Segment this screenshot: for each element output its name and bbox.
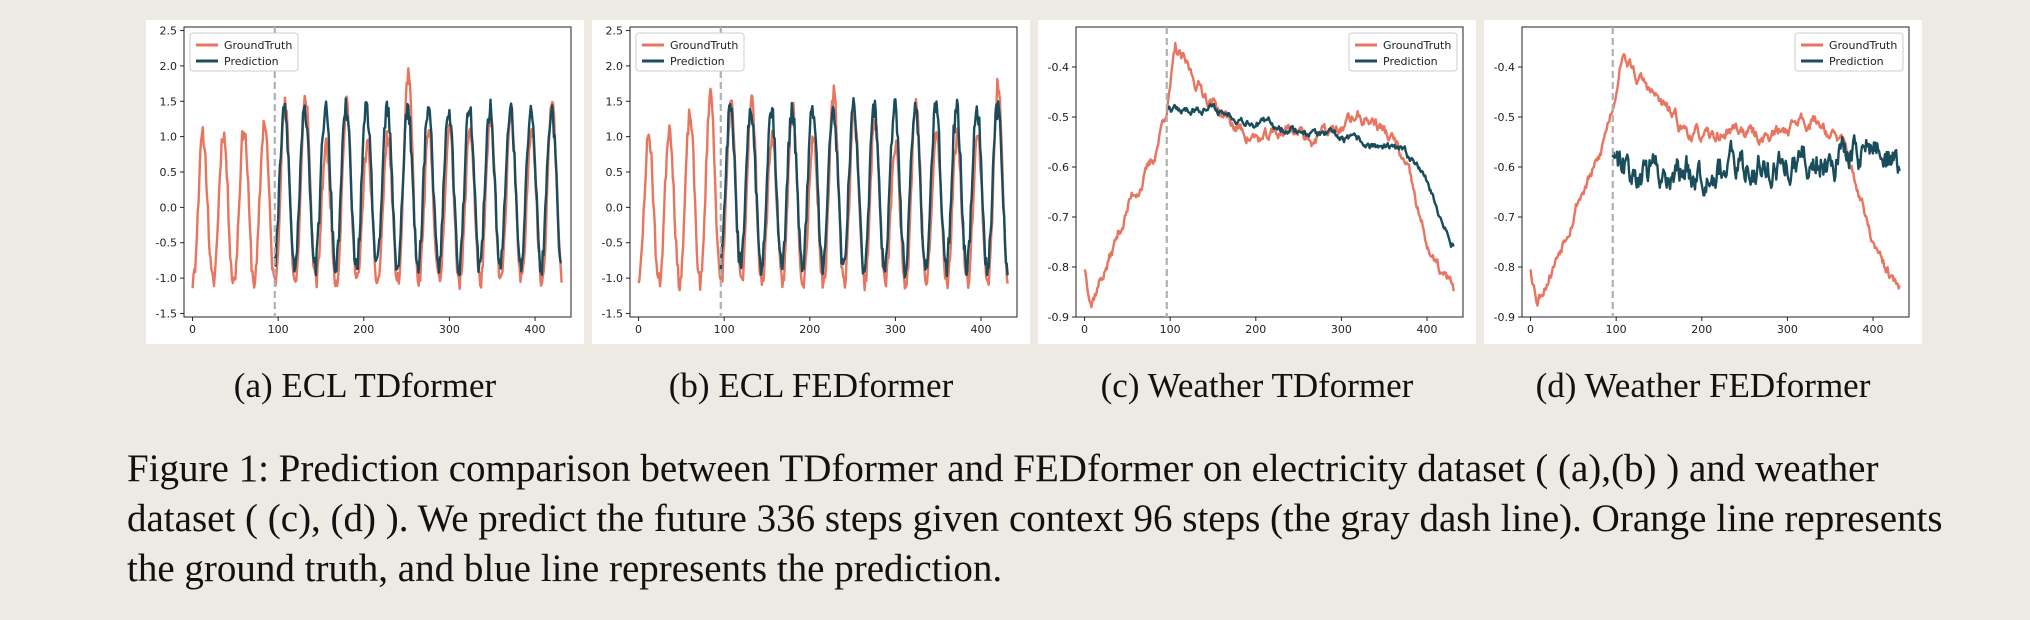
series-prediction — [719, 97, 1009, 279]
subcaption-a: (a) ECL TDformer — [233, 366, 497, 405]
y-tick-label: -1.0 — [156, 272, 177, 285]
x-tick-label: 0 — [635, 323, 642, 336]
chart-panel-c: 0 100 200 300 400 -0.9 -0.8 -0.7 -0.6 -0.5 -0.4 Gro… — [1038, 20, 1476, 344]
series-groundtruth — [1083, 41, 1455, 309]
plot-area — [1521, 26, 1910, 318]
y-tick-label: -0.6 — [1494, 161, 1515, 174]
figure-caption: Figure 1: Prediction comparison between … — [127, 447, 1943, 590]
x-tick-label: 200 — [799, 323, 820, 336]
axes-frame — [1521, 26, 1910, 318]
x-tick-label: 200 — [1245, 323, 1266, 336]
x-tick-label: 400 — [1863, 323, 1884, 336]
legend-label: Prediction — [670, 55, 725, 68]
legend-label: GroundTruth — [1829, 39, 1897, 52]
series-groundtruth — [1529, 53, 1901, 307]
chart-panel-a: 0 100 200 300 400 -1.5 -1.0 -0.5 0.0 0.5 1.0 1.5 2.0… — [146, 20, 584, 344]
x-tick-label: 400 — [971, 323, 992, 336]
x-tick-label: 0 — [1081, 323, 1088, 336]
chart-panel-d: 0 100 200 300 400 -0.9 -0.8 -0.7 -0.6 -0.5 -0.4 Gro… — [1484, 20, 1922, 344]
y-tick-label: 2.5 — [606, 25, 624, 38]
legend-label: Prediction — [224, 55, 279, 68]
y-tick-label: -0.4 — [1048, 61, 1069, 74]
y-tick-label: -0.5 — [1494, 111, 1515, 124]
y-tick-label: -1.5 — [602, 307, 623, 320]
series-prediction — [1165, 102, 1455, 248]
y-tick-label: -0.5 — [1048, 111, 1069, 124]
y-tick-label: -0.4 — [1494, 61, 1515, 74]
series-prediction — [273, 97, 562, 277]
x-tick-label: 300 — [439, 323, 460, 336]
y-tick-label: -1.0 — [602, 272, 623, 285]
y-tick-label: -1.5 — [156, 307, 177, 320]
x-tick-label: 400 — [1417, 323, 1438, 336]
x-tick-label: 300 — [1331, 323, 1352, 336]
y-tick-label: -0.9 — [1494, 311, 1515, 324]
y-tick-label: -0.5 — [602, 237, 623, 250]
chart-panel-b: 0 100 200 300 400 -1.5 -1.0 -0.5 0.0 0.5 1.0 1.5 2.0… — [592, 20, 1030, 344]
x-tick-label: 200 — [353, 323, 374, 336]
y-tick-label: -0.8 — [1494, 261, 1515, 274]
y-tick-label: 1.0 — [160, 131, 178, 144]
x-tick-label: 300 — [1777, 323, 1798, 336]
y-tick-label: -0.7 — [1494, 211, 1515, 224]
y-tick-label: 1.5 — [606, 95, 624, 108]
chart-c: 0 100 200 300 400 -0.9 -0.8 -0.7 -0.6 -0.5 -0.4 Gro… — [1048, 26, 1464, 336]
subcaption-d: (d) Weather FEDformer — [1535, 366, 1871, 405]
legend: GroundTruth Prediction — [1348, 32, 1458, 72]
y-tick-label: -0.5 — [156, 237, 177, 250]
x-tick-label: 100 — [1606, 323, 1627, 336]
series-groundtruth — [637, 77, 1009, 292]
y-tick-label: -0.7 — [1048, 211, 1069, 224]
chart-a: 0 100 200 300 400 -1.5 -1.0 -0.5 0.0 0.5 1.0 1.5 2.0… — [156, 25, 572, 336]
y-tick-label: 1.0 — [606, 131, 624, 144]
plot-area — [629, 26, 1018, 318]
plot-area — [1075, 26, 1464, 318]
y-tick-label: 2.5 — [160, 25, 178, 38]
subcaption-b: (b) ECL FEDformer — [668, 366, 954, 405]
axes-frame — [1075, 26, 1464, 318]
x-tick-label: 400 — [525, 323, 546, 336]
x-tick-label: 300 — [885, 323, 906, 336]
plot-area — [183, 26, 572, 318]
x-tick-label: 100 — [268, 323, 289, 336]
series-groundtruth — [191, 67, 563, 291]
y-tick-label: 0.5 — [606, 166, 624, 179]
legend-label: GroundTruth — [1383, 39, 1451, 52]
y-tick-label: -0.8 — [1048, 261, 1069, 274]
y-tick-label: -0.9 — [1048, 311, 1069, 324]
y-tick-label: 0.0 — [606, 201, 624, 214]
y-tick-label: 1.5 — [160, 95, 178, 108]
legend-label: Prediction — [1383, 55, 1438, 68]
subcaption-c: (c) Weather TDformer — [1100, 366, 1414, 405]
chart-b: 0 100 200 300 400 -1.5 -1.0 -0.5 0.0 0.5 1.0 1.5 2.0… — [602, 25, 1018, 336]
x-tick-label: 0 — [1527, 323, 1534, 336]
legend-label: GroundTruth — [224, 39, 292, 52]
legend-label: Prediction — [1829, 55, 1884, 68]
x-tick-label: 100 — [1160, 323, 1181, 336]
y-tick-label: 0.5 — [160, 166, 178, 179]
x-tick-label: 0 — [189, 323, 196, 336]
y-tick-label: -0.6 — [1048, 161, 1069, 174]
y-tick-label: 0.0 — [160, 201, 178, 214]
legend: GroundTruth Prediction — [189, 32, 299, 72]
y-tick-label: 2.0 — [606, 60, 624, 73]
legend: GroundTruth Prediction — [635, 32, 745, 72]
legend-label: GroundTruth — [670, 39, 738, 52]
legend: GroundTruth Prediction — [1794, 32, 1904, 72]
chart-d: 0 100 200 300 400 -0.9 -0.8 -0.7 -0.6 -0.5 -0.4 Gro… — [1494, 26, 1910, 336]
x-tick-label: 200 — [1691, 323, 1712, 336]
series-prediction — [1611, 134, 1901, 197]
y-tick-label: 2.0 — [160, 60, 178, 73]
x-tick-label: 100 — [714, 323, 735, 336]
